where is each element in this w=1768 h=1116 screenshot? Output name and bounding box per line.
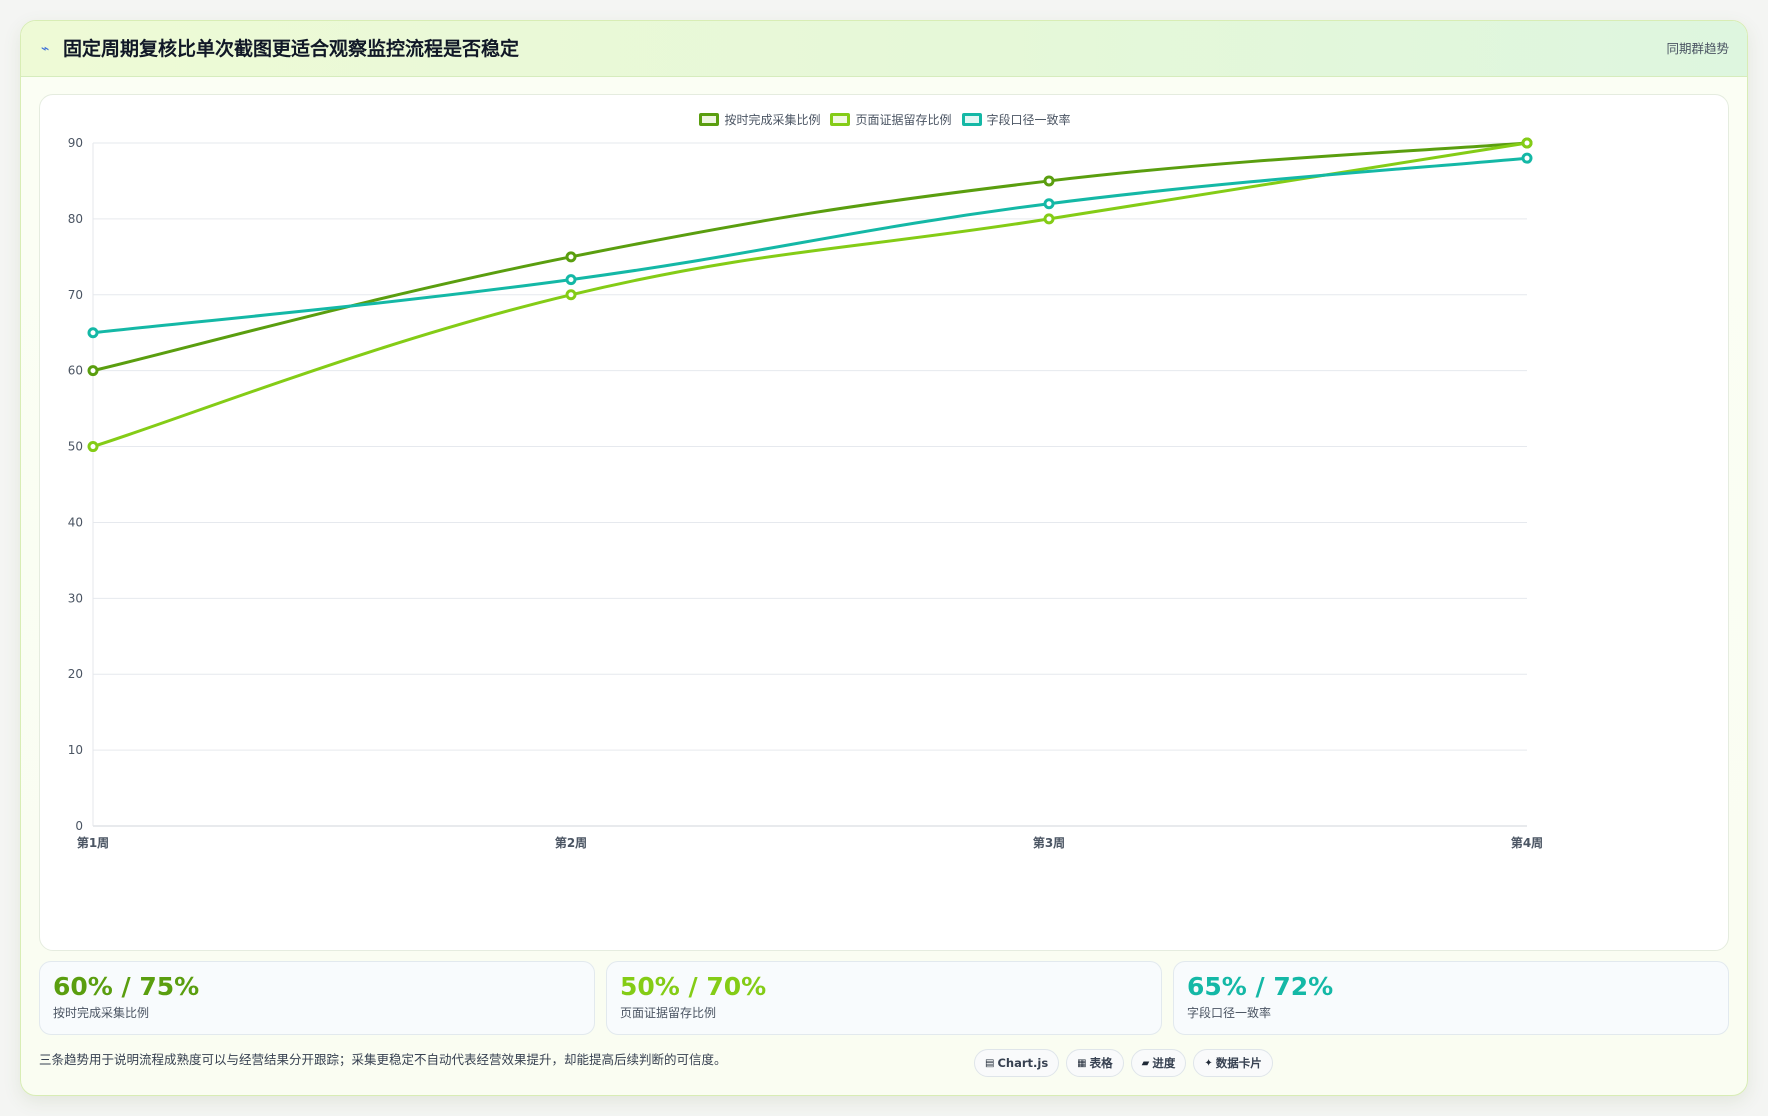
legend-item-series-1[interactable]: 按时完成采集比例 xyxy=(699,111,820,128)
data-point xyxy=(565,274,577,286)
legend-label-series-1: 按时完成采集比例 xyxy=(724,113,821,127)
card-header: ⌁ 固定周期复核比单次截图更适合观察监控流程是否稳定 同期群趋势 xyxy=(21,21,1747,77)
x-tick-label: 第3周 xyxy=(1033,835,1065,850)
legend-swatch-series-3 xyxy=(961,113,982,126)
y-tick-label: 90 xyxy=(68,136,83,150)
header-tag: 同期群趋势 xyxy=(1666,41,1729,56)
y-tick-label: 80 xyxy=(68,212,83,226)
data-point xyxy=(1521,137,1533,149)
data-point xyxy=(1521,152,1533,164)
legend-swatch-series-2 xyxy=(830,113,851,126)
y-tick-label: 50 xyxy=(68,440,83,454)
legend-label-series-2: 页面证据留存比例 xyxy=(855,113,952,127)
stat-label: 页面证据留存比例 xyxy=(620,1006,717,1020)
stat-value: 60% / 75% xyxy=(53,972,200,1001)
x-tick-label: 第1周 xyxy=(77,835,109,850)
stat-cards: 60% / 75% 按时完成采集比例 50% / 70% 页面证据留存比例 65… xyxy=(39,961,1729,1035)
chip-progress[interactable]: ▰ 进度 xyxy=(1130,1049,1187,1077)
legend-item-series-2[interactable]: 页面证据留存比例 xyxy=(830,111,952,128)
y-tick-label: 60 xyxy=(68,364,83,378)
series-line-1 xyxy=(91,141,1529,373)
series-line-3 xyxy=(91,156,1529,335)
chip-chartjs[interactable]: ▤ Chart.js xyxy=(974,1049,1060,1077)
x-tick-label: 第2周 xyxy=(555,835,587,850)
data-point xyxy=(87,441,99,453)
report-card: ⌁ 固定周期复核比单次截图更适合观察监控流程是否稳定 同期群趋势 0 10 20 30… xyxy=(20,20,1748,1096)
chip-label: Chart.js xyxy=(997,1056,1049,1070)
y-tick-label: 20 xyxy=(68,667,83,681)
chart-panel: 0 10 20 30 40 50 60 70 80 90 第1周 第2周 第3周 第4周 按时完成采集比例… xyxy=(39,94,1729,951)
data-point xyxy=(87,327,99,339)
chip-data-cards[interactable]: ✦ 数据卡片 xyxy=(1193,1049,1273,1077)
data-point xyxy=(1043,213,1055,225)
x-tick-label: 第4周 xyxy=(1511,835,1543,850)
bolt-icon: ⌁ xyxy=(41,41,50,57)
tool-chips: ▤ Chart.js ▦ 表格 ▰ 进度 ✦ 数据卡片 xyxy=(974,1049,1273,1077)
data-point xyxy=(565,251,577,263)
stat-card-series-2: 50% / 70% 页面证据留存比例 xyxy=(606,961,1162,1035)
data-point xyxy=(565,289,577,301)
y-tick-label: 40 xyxy=(68,515,83,529)
data-point xyxy=(1043,175,1055,187)
stat-value: 65% / 72% xyxy=(1187,972,1334,1001)
chip-label: 进度 xyxy=(1152,1056,1176,1070)
legend-swatch-series-1 xyxy=(699,113,720,126)
chart-icon: ▤ xyxy=(985,1057,995,1069)
footer-note: 三条趋势用于说明流程成熟度可以与经营结果分开跟踪；采集更稳定不自动代表经营效果提… xyxy=(39,1052,727,1067)
chart-legend: 按时完成采集比例 页面证据留存比例 字段口径一致率 xyxy=(40,111,1728,128)
stat-label: 字段口径一致率 xyxy=(1187,1006,1272,1020)
y-tick-label: 10 xyxy=(68,743,83,757)
progress-icon: ▰ xyxy=(1141,1057,1150,1069)
legend-item-series-3[interactable]: 字段口径一致率 xyxy=(961,111,1071,128)
y-tick-label: 0 xyxy=(75,819,83,833)
chip-table[interactable]: ▦ 表格 xyxy=(1066,1049,1124,1077)
y-tick-label: 70 xyxy=(68,288,83,302)
stat-card-series-3: 65% / 72% 字段口径一致率 xyxy=(1173,961,1729,1035)
page-title: 固定周期复核比单次截图更适合观察监控流程是否稳定 xyxy=(63,38,520,60)
data-point xyxy=(87,365,99,377)
stat-card-series-1: 60% / 75% 按时完成采集比例 xyxy=(39,961,595,1035)
table-icon: ▦ xyxy=(1077,1057,1087,1069)
data-point xyxy=(1043,198,1055,210)
line-chart: 0 10 20 30 40 50 60 70 80 90 第1周 第2周 第3周 第4周 xyxy=(68,136,1543,850)
chip-label: 数据卡片 xyxy=(1215,1056,1262,1070)
legend-label-series-3: 字段口径一致率 xyxy=(986,113,1071,127)
stat-label: 按时完成采集比例 xyxy=(53,1006,150,1020)
y-tick-label: 30 xyxy=(68,591,83,605)
sparkle-icon: ✦ xyxy=(1204,1057,1213,1069)
stat-value: 50% / 70% xyxy=(620,972,767,1001)
chip-label: 表格 xyxy=(1089,1056,1113,1070)
